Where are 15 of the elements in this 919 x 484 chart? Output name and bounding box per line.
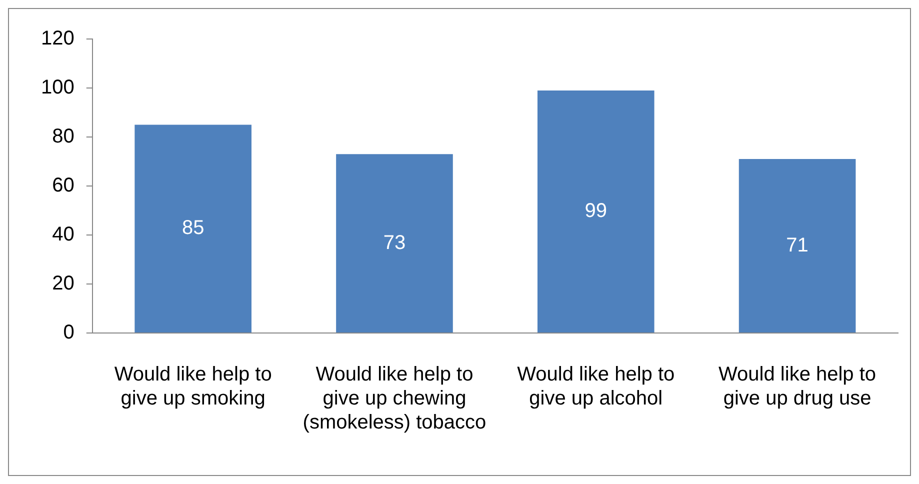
x-tick-label: Would like help to give up chewing (smokeless) tobacco bbox=[302, 364, 486, 434]
x-tick-label: Would like help to give up alcohol bbox=[517, 364, 675, 410]
x-tick-label: Would like help to give up smoking bbox=[114, 364, 272, 410]
y-tick-label: 120 bbox=[40, 28, 74, 50]
y-tick-label: 20 bbox=[52, 272, 74, 295]
y-tick-label: 60 bbox=[52, 174, 74, 197]
y-tick-label: 40 bbox=[52, 224, 74, 246]
data-label: 71 bbox=[786, 234, 808, 256]
y-tick-label: 0 bbox=[63, 322, 74, 344]
x-tick-label: Would like help to give up drug use bbox=[718, 364, 876, 410]
data-label: 99 bbox=[584, 200, 608, 222]
y-tick-label: 80 bbox=[52, 126, 74, 148]
y-tick-label: 100 bbox=[40, 76, 74, 99]
data-label: 73 bbox=[383, 232, 406, 254]
data-label: 85 bbox=[182, 217, 204, 240]
